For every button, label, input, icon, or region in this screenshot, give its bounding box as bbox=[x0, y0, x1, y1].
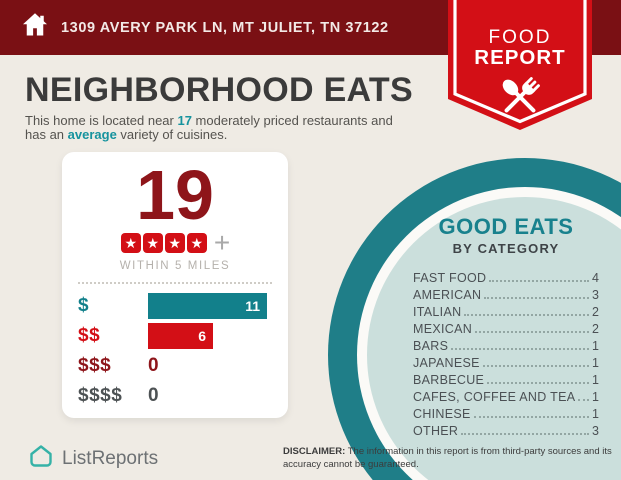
restaurant-count: 19 bbox=[136, 156, 214, 234]
category-label: AMERICAN bbox=[413, 288, 482, 302]
category-row: MEXICAN 2 bbox=[413, 319, 599, 336]
price-zero-value: 0 bbox=[148, 355, 159, 376]
price-row: $$$$ 0 bbox=[78, 383, 272, 409]
subtitle-text: has an bbox=[25, 127, 68, 142]
price-tier-label: $$$$ bbox=[78, 385, 123, 406]
star-icon: ★ bbox=[142, 233, 163, 253]
category-label: BARBECUE bbox=[413, 373, 485, 387]
home-icon bbox=[20, 10, 50, 45]
category-row: CAFES, COFFEE AND TEA 1 bbox=[413, 387, 599, 404]
category-row: ITALIAN 2 bbox=[413, 302, 599, 319]
disclaimer: DISCLAIMER: The information in this repo… bbox=[283, 446, 613, 472]
house-outline-icon bbox=[28, 443, 54, 474]
category-value: 2 bbox=[592, 322, 599, 336]
page-title: NEIGHBORHOOD EATS bbox=[25, 71, 413, 109]
listreports-logo: ListReports bbox=[28, 443, 158, 474]
category-row: AMERICAN 3 bbox=[413, 285, 599, 302]
price-row: $$$ 0 bbox=[78, 353, 272, 379]
subtitle-text: This home is located near bbox=[25, 113, 178, 128]
category-row: CHINESE 1 bbox=[413, 404, 599, 421]
plus-icon: + bbox=[213, 227, 231, 258]
subtitle: This home is located near 17 moderately … bbox=[25, 114, 393, 142]
badge-line1: FOOD bbox=[489, 27, 552, 48]
category-label: FAST FOOD bbox=[413, 271, 487, 285]
good-eats-panel: GOOD EATS BY CATEGORY FAST FOOD 4 AMERICAN… bbox=[413, 214, 599, 438]
restaurant-count-highlight: 17 bbox=[177, 113, 192, 128]
category-row: BARS 1 bbox=[413, 336, 599, 353]
good-eats-title: GOOD EATS bbox=[438, 214, 574, 239]
category-label: JAPANESE bbox=[413, 356, 480, 370]
dotted-leader bbox=[475, 331, 590, 333]
category-row: FAST FOOD 4 bbox=[413, 268, 599, 285]
dotted-leader bbox=[482, 365, 590, 367]
category-label: CHINESE bbox=[413, 407, 471, 421]
category-row: OTHER 3 bbox=[413, 421, 599, 438]
category-value: 1 bbox=[592, 407, 599, 421]
price-bar: 11 bbox=[148, 293, 267, 319]
price-tier-label: $$$ bbox=[78, 355, 112, 376]
price-row: $$ 6 bbox=[78, 323, 272, 349]
good-eats-subtitle: BY CATEGORY bbox=[452, 241, 560, 256]
brand-name: ListReports bbox=[62, 447, 159, 469]
radius-label: WITHIN 5 MILES bbox=[119, 260, 231, 272]
dotted-leader bbox=[578, 399, 590, 401]
category-value: 1 bbox=[592, 356, 599, 370]
category-label: MEXICAN bbox=[413, 322, 473, 336]
price-tier-label: $ bbox=[78, 295, 90, 316]
dotted-leader bbox=[484, 297, 590, 299]
price-zero-value: 0 bbox=[148, 385, 159, 406]
variety-highlight: average bbox=[67, 127, 117, 142]
bar-area: 6 bbox=[148, 323, 272, 349]
bar-area: 0 bbox=[148, 353, 272, 379]
category-value: 2 bbox=[592, 305, 599, 319]
bar-area: 0 bbox=[148, 383, 272, 409]
dotted-leader bbox=[489, 280, 590, 282]
property-address: 1309 AVERY PARK LN, MT JULIET, TN 37122 bbox=[61, 19, 389, 36]
dotted-leader bbox=[451, 348, 590, 350]
category-label: ITALIAN bbox=[413, 305, 462, 319]
disclaimer-text: The information in this report is from t… bbox=[283, 446, 612, 470]
category-value: 1 bbox=[592, 339, 599, 353]
category-value: 3 bbox=[592, 424, 599, 438]
category-label: OTHER bbox=[413, 424, 459, 438]
star-icon: ★ bbox=[186, 233, 207, 253]
price-tier-label: $$ bbox=[78, 325, 101, 346]
dotted-leader bbox=[464, 314, 590, 316]
badge-line2: REPORT bbox=[474, 46, 565, 69]
category-row: JAPANESE 1 bbox=[413, 353, 599, 370]
star-icon: ★ bbox=[120, 233, 141, 253]
dotted-leader bbox=[473, 416, 590, 418]
subtitle-text: variety of cuisines. bbox=[116, 127, 228, 142]
price-bar: 6 bbox=[148, 323, 213, 349]
category-list: FAST FOOD 4 AMERICAN 3 ITALIAN 2 MEXICAN 2 BARS 1… bbox=[413, 268, 599, 438]
category-row: BARBECUE 1 bbox=[413, 370, 599, 387]
disclaimer-label: DISCLAIMER: bbox=[283, 446, 346, 457]
star-icon: ★ bbox=[164, 233, 185, 253]
spoon-fork-crossed-icon bbox=[502, 77, 540, 113]
category-value: 1 bbox=[592, 373, 599, 387]
category-label: CAFES, COFFEE AND TEA bbox=[413, 390, 576, 404]
bar-area: 11 bbox=[148, 293, 272, 319]
category-label: BARS bbox=[413, 339, 449, 353]
category-value: 4 bbox=[592, 271, 599, 285]
dotted-leader bbox=[487, 382, 590, 384]
dotted-leader bbox=[461, 433, 590, 435]
summary-card: 19 ★ ★ ★ ★ + WITHIN 5 MILES $11 $$ 6 $$$ 0 $$$$ 0 bbox=[62, 152, 288, 418]
category-value: 1 bbox=[592, 390, 599, 404]
subtitle-text: moderately priced restaurants and bbox=[191, 113, 393, 128]
dotted-divider bbox=[78, 282, 272, 284]
price-bars: $11 $$ 6 $$$ 0 $$$$ 0 bbox=[62, 293, 288, 409]
price-row: $11 bbox=[78, 293, 272, 319]
food-report-badge: FOOD REPORT bbox=[448, 0, 592, 131]
star-rating: ★ ★ ★ ★ + bbox=[62, 227, 288, 258]
category-value: 3 bbox=[592, 288, 599, 302]
